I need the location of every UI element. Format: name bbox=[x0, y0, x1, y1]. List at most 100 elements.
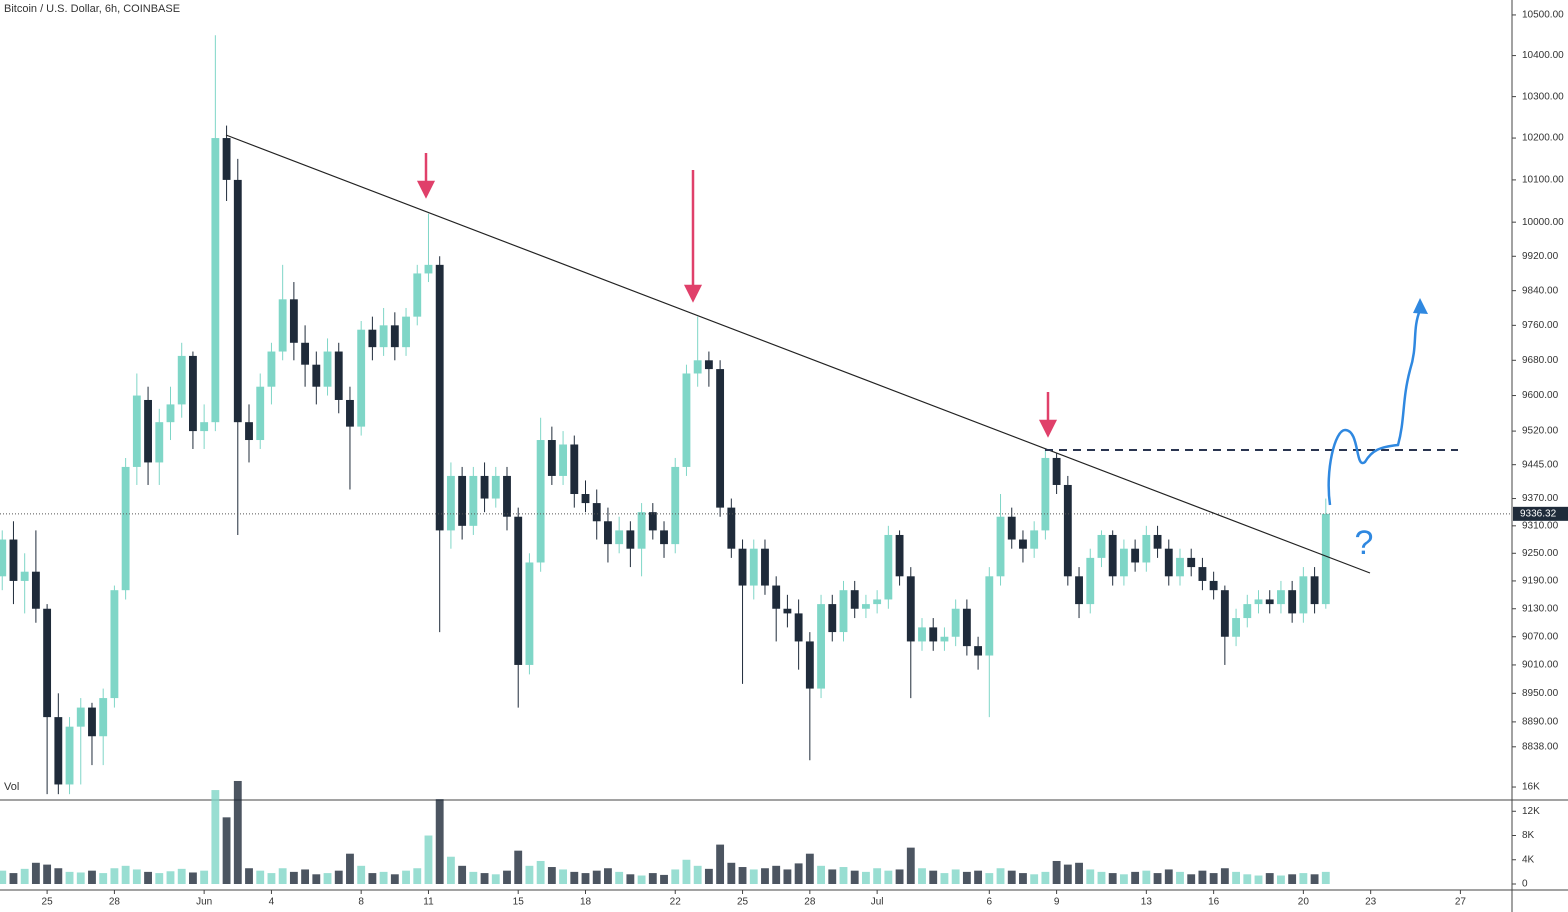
candle-body bbox=[357, 329, 366, 427]
projection-arrow bbox=[1413, 298, 1428, 314]
volume-bar bbox=[256, 870, 265, 884]
candle-body bbox=[491, 475, 500, 499]
volume-bar bbox=[54, 868, 63, 884]
candle-body bbox=[570, 444, 579, 495]
volume-bar bbox=[974, 870, 983, 884]
volume-bar bbox=[873, 868, 882, 884]
last-price-label: 9336.32 bbox=[1520, 508, 1557, 519]
candle-body bbox=[648, 512, 657, 531]
x-tick-label: 25 bbox=[42, 897, 54, 908]
volume-bar bbox=[65, 871, 74, 884]
y-tick-label: 9760.00 bbox=[1522, 320, 1559, 331]
volume-bar bbox=[177, 868, 186, 884]
candle-body bbox=[1299, 576, 1308, 614]
y-tick-label: 9680.00 bbox=[1522, 355, 1559, 366]
candle-body bbox=[985, 576, 994, 656]
volume-tick-label: 12K bbox=[1522, 806, 1540, 817]
volume-tick-label: 0 bbox=[1522, 879, 1528, 890]
volume-bar bbox=[1198, 870, 1207, 884]
candle-body bbox=[245, 422, 253, 441]
candle-body bbox=[974, 646, 983, 656]
volume-bar bbox=[413, 868, 422, 884]
candle-body bbox=[1142, 534, 1151, 563]
volume-bar bbox=[906, 847, 915, 884]
y-tick-label: 9130.00 bbox=[1522, 603, 1559, 614]
volume-bar bbox=[289, 871, 298, 884]
candle-body bbox=[1209, 580, 1218, 591]
candle-body bbox=[1063, 484, 1072, 577]
volume-bar bbox=[861, 871, 870, 884]
candle-body bbox=[772, 585, 781, 609]
volume-bar bbox=[525, 865, 534, 884]
candle-body bbox=[256, 386, 265, 441]
volume-label: Vol bbox=[4, 781, 19, 793]
trend-line bbox=[225, 134, 1371, 574]
x-tick-label: 6 bbox=[987, 897, 993, 908]
candle-body bbox=[31, 571, 40, 609]
candle-body bbox=[43, 608, 52, 718]
candle-body bbox=[906, 576, 915, 642]
x-tick-label: 20 bbox=[1298, 897, 1310, 908]
candle-body bbox=[1176, 557, 1184, 577]
candle-body bbox=[368, 329, 377, 348]
volume-bar bbox=[951, 869, 960, 884]
volume-bar bbox=[1030, 874, 1039, 884]
candle-body bbox=[289, 299, 298, 343]
volume-bar bbox=[76, 872, 85, 884]
candle-body bbox=[20, 571, 29, 581]
volume-bar bbox=[1041, 871, 1050, 884]
volume-bar bbox=[435, 799, 444, 884]
candle-body bbox=[1198, 567, 1207, 581]
candle-body bbox=[233, 179, 242, 423]
candle-body bbox=[88, 707, 96, 737]
volume-bar bbox=[671, 869, 680, 884]
x-tick-label: 16 bbox=[1208, 897, 1220, 908]
candle-body bbox=[110, 590, 119, 699]
volume-bar bbox=[1243, 874, 1252, 884]
candle-body bbox=[480, 475, 489, 499]
y-tick-label: 9445.00 bbox=[1522, 459, 1559, 470]
y-tick-label: 9840.00 bbox=[1522, 285, 1559, 296]
chart-title: Bitcoin / U.S. Dollar, 6h, COINBASE bbox=[4, 3, 180, 15]
x-tick-label: 4 bbox=[269, 897, 275, 908]
volume-bar bbox=[458, 865, 467, 884]
candle-body bbox=[626, 530, 635, 549]
candle-body bbox=[267, 351, 276, 387]
candle-body bbox=[1265, 599, 1274, 605]
candle-body bbox=[1007, 516, 1016, 540]
volume-bar bbox=[1108, 873, 1117, 884]
candle-body bbox=[312, 364, 321, 387]
candle-body bbox=[850, 590, 859, 609]
volume-bar bbox=[985, 873, 994, 884]
candle-body bbox=[592, 503, 601, 522]
candle-body bbox=[1254, 599, 1263, 605]
y-tick-label: 10100.00 bbox=[1522, 175, 1564, 186]
candle-body bbox=[379, 325, 388, 348]
volume-bar bbox=[1119, 874, 1128, 884]
candle-body bbox=[1153, 534, 1162, 549]
volume-bar bbox=[1277, 875, 1285, 884]
volume-bar bbox=[716, 844, 725, 884]
candle-body bbox=[861, 604, 870, 609]
volume-bar bbox=[245, 868, 253, 884]
candle-body bbox=[615, 530, 624, 545]
candle-body bbox=[761, 548, 769, 586]
candle-body bbox=[637, 512, 646, 549]
volume-bar bbox=[1052, 860, 1061, 884]
volume-bar bbox=[996, 868, 1005, 884]
volume-bar bbox=[1265, 873, 1274, 884]
volume-bar bbox=[1153, 873, 1162, 884]
candle-body bbox=[446, 475, 455, 531]
candle-body bbox=[1108, 534, 1117, 577]
y-tick-label: 10500.00 bbox=[1522, 10, 1564, 21]
candle-body bbox=[503, 475, 511, 517]
candle-body bbox=[1097, 534, 1106, 558]
volume-bar bbox=[9, 873, 18, 884]
volume-bar bbox=[559, 869, 567, 884]
volume-bar bbox=[884, 870, 893, 884]
volume-bar bbox=[761, 868, 769, 884]
candle-body bbox=[1086, 557, 1095, 605]
volume-bar bbox=[772, 865, 781, 884]
